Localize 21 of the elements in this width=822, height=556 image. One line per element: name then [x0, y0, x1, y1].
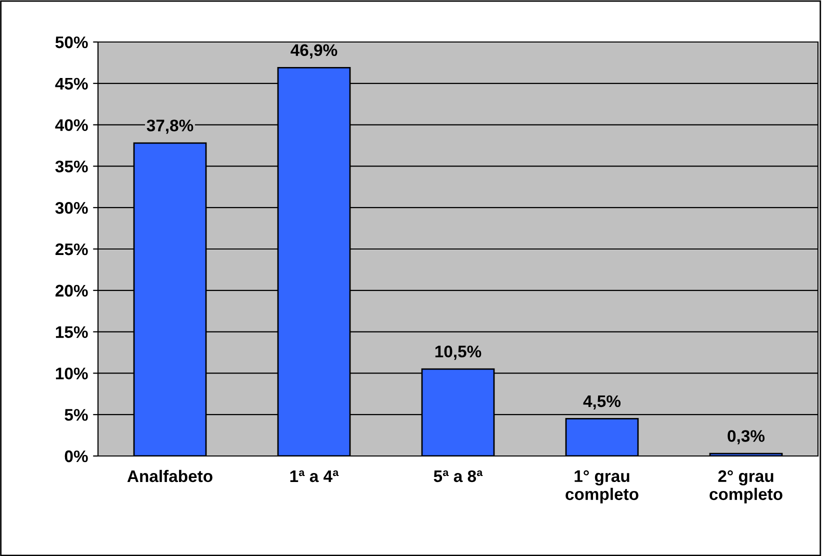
y-tick-label: 50%	[55, 36, 88, 48]
data-label: 4,5%	[583, 395, 621, 410]
x-tick-label: 2° grau completo	[710, 470, 782, 504]
data-label: 46,9%	[290, 44, 338, 58]
data-label: 0,3%	[728, 430, 765, 444]
x-tick-label: 1° grau completo	[566, 470, 638, 504]
y-tick-label: 0%	[64, 450, 88, 462]
data-label: 10,5%	[435, 346, 482, 360]
x-tick-label: 5ª a 8ª	[434, 470, 483, 482]
x-tick-label: Analfabeto	[127, 470, 212, 482]
y-tick-label: 45%	[55, 78, 88, 90]
y-tick-label: 30%	[55, 202, 88, 214]
y-tick-label: 35%	[55, 160, 88, 172]
y-tick-label: 20%	[56, 284, 88, 297]
y-tick-label: 40%	[55, 119, 88, 132]
y-tick-label: 10%	[56, 368, 88, 380]
x-tick-label: 1ª a 4ª	[290, 470, 339, 482]
y-tick-label: 5%	[64, 409, 88, 421]
data-label: 37,8%	[146, 120, 194, 134]
y-tick-label: 15%	[56, 326, 88, 338]
y-tick-label: 25%	[56, 243, 88, 256]
